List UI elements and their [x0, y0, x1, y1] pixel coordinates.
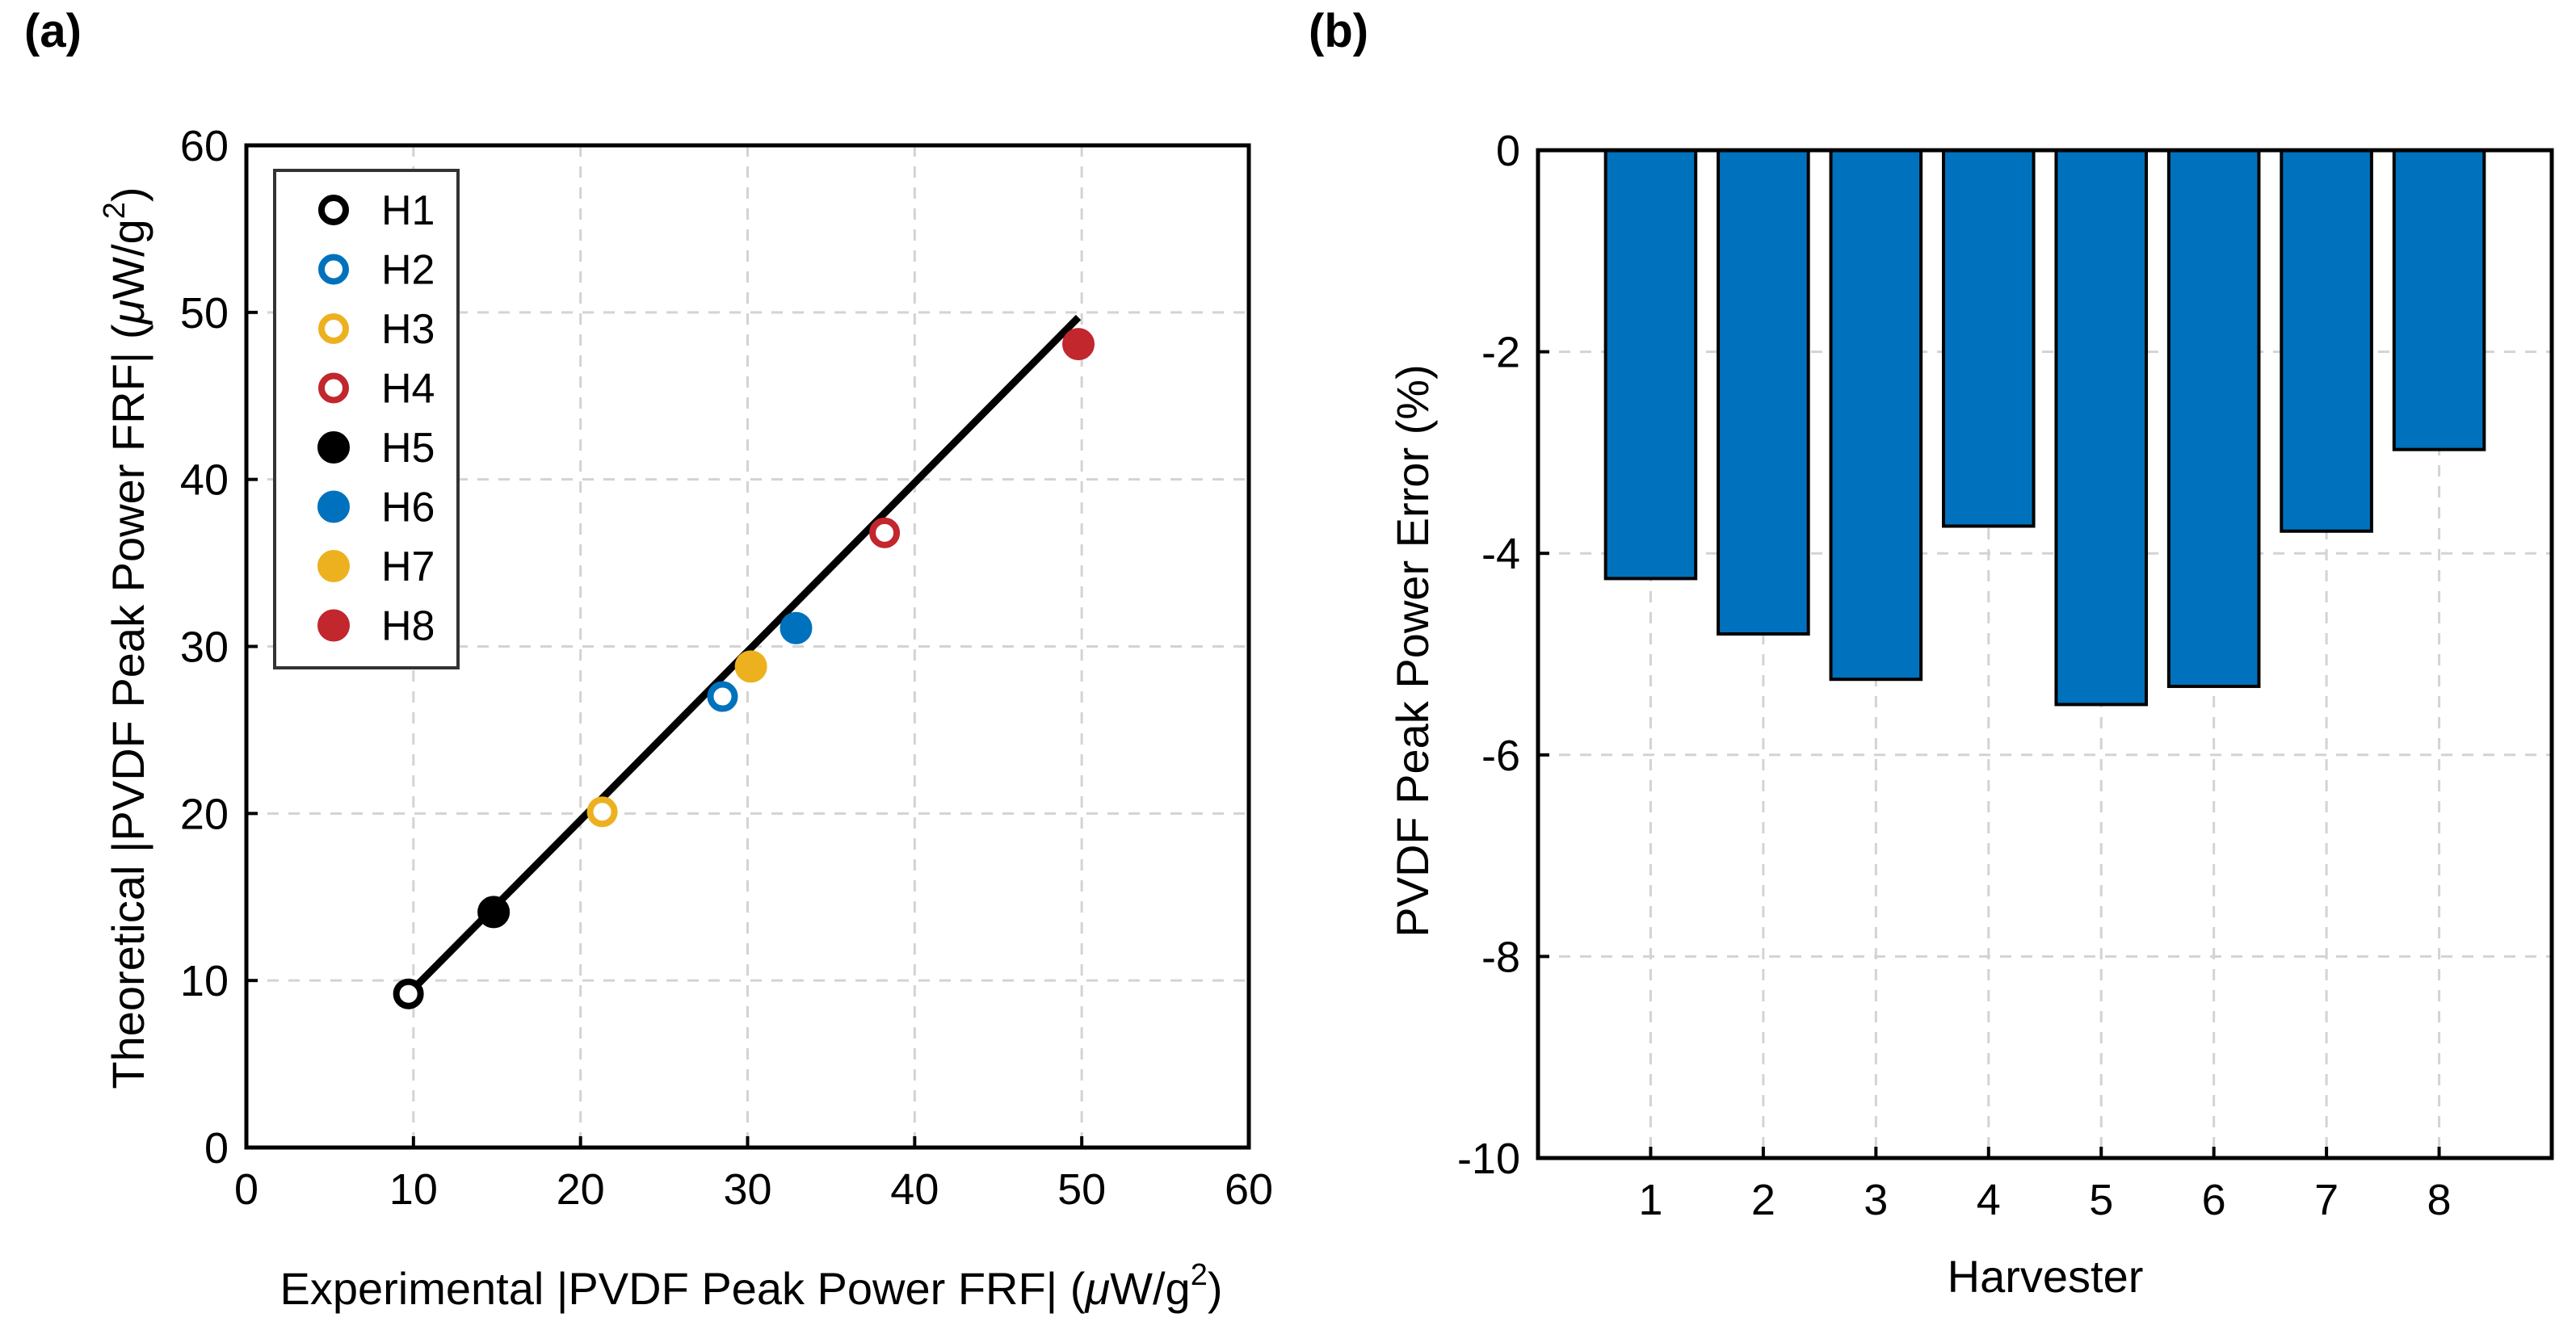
point-h6: [780, 611, 813, 644]
legend-item-h7: H7: [317, 543, 435, 590]
error-axis-label: PVDF Peak Power Error (%): [1387, 364, 1438, 938]
bar-harvester-5: [2054, 149, 2148, 707]
panel-a-y-tick-labels: 0 10 20 30 40 50 60: [180, 122, 229, 1173]
x-tick-label: 8: [2427, 1176, 2452, 1224]
legend-label: H4: [381, 366, 435, 413]
x-tick-label: 10: [389, 1165, 438, 1214]
y-tick-label: -2: [1481, 329, 1520, 377]
x-tick-label: 6: [2202, 1176, 2226, 1224]
x-tick-label: 20: [557, 1165, 605, 1214]
legend-item-h6: H6: [317, 485, 435, 531]
y-tick-label: -4: [1481, 530, 1520, 578]
legend: H1 H2 H3 H4 H5 H6 H7 H8: [273, 169, 460, 669]
panel-a-ticks: [245, 144, 1250, 1149]
x-tick-label: 7: [2314, 1176, 2339, 1224]
x-tick-label: 50: [1057, 1165, 1106, 1214]
legend-item-h5: H5: [317, 425, 435, 472]
legend-marker: [318, 254, 349, 285]
legend-label: H3: [381, 306, 435, 353]
panel-b-axes-box: [1536, 148, 2554, 1160]
x-tick-label: 2: [1751, 1176, 1775, 1224]
y-tick-label: 50: [180, 289, 229, 338]
legend-label: H1: [381, 187, 435, 234]
legend-label: H2: [381, 247, 435, 294]
legend-item-h3: H3: [318, 306, 435, 353]
legend-item-h8: H8: [317, 603, 435, 650]
x-tick-label: 30: [723, 1165, 771, 1214]
point-h3: [586, 796, 618, 828]
y-tick-label: 10: [180, 957, 229, 1005]
legend-marker: [317, 431, 350, 464]
bar-harvester-2: [1717, 149, 1810, 636]
x-tick-label: 1: [1638, 1176, 1662, 1224]
panel-a-scatter-plot: (a) 0 10 20 30 40 50 60 0 10 20 30 40 50 60 Experime…: [24, 5, 1273, 1314]
legend-marker: [317, 609, 350, 642]
panel-b-label: (b): [1309, 5, 1368, 57]
legend-box: [273, 169, 460, 669]
legend-marker: [317, 550, 350, 582]
y-tick-label: 40: [180, 456, 229, 505]
y-tick-label: -6: [1481, 732, 1520, 780]
legend-marker: [318, 313, 349, 344]
panel-b-y-tick-labels: 0 -2 -4 -6 -8 -10: [1457, 127, 1520, 1183]
panel-a-label: (a): [24, 5, 82, 57]
legend-marker: [318, 195, 349, 225]
panel-b-x-tick-labels: 1 2 3 4 5 6 7 8: [1638, 1176, 2451, 1224]
y-tick-label: 20: [180, 790, 229, 838]
harvester-axis-label: Harvester: [1948, 1251, 2144, 1302]
point-h2: [707, 681, 738, 712]
y-tick-label: 0: [204, 1124, 229, 1173]
panel-b-bar-chart: (b) 1 2 3 4 5 6 7 8 0 -2 -4 -6 -8 -10 Harvester PVDF…: [1309, 5, 2554, 1302]
bar-harvester-4: [1942, 149, 2036, 528]
x-tick-label: 60: [1225, 1165, 1273, 1214]
legend-marker: [317, 490, 350, 523]
legend-marker: [318, 372, 349, 404]
y-tick-label: 60: [180, 122, 229, 170]
x-tick-label: 3: [1864, 1176, 1888, 1224]
point-h4: [869, 517, 901, 548]
panel-a-x-tick-labels: 0 10 20 30 40 50 60: [234, 1165, 1273, 1214]
point-h7: [734, 650, 767, 683]
bar-harvester-6: [2166, 149, 2261, 688]
legend-items: H1 H2 H3 H4 H5 H6 H7 H8: [317, 187, 435, 650]
y-tick-label: 30: [180, 623, 229, 672]
panel-a-points: [393, 328, 1095, 1009]
x-tick-label: 40: [890, 1165, 939, 1214]
bar-harvester-1: [1603, 149, 1698, 581]
y-tick-label: -8: [1481, 933, 1520, 981]
panel-b-ticks: [1538, 149, 2441, 1160]
point-h8: [1062, 328, 1095, 361]
y-tick-label: 0: [1496, 127, 1520, 175]
legend-label: H5: [381, 425, 435, 472]
legend-item-h2: H2: [318, 247, 435, 294]
x-axis-label: Experimental |PVDF Peak Power FRF| (μW/g…: [280, 1258, 1223, 1314]
x-tick-label: 0: [234, 1165, 258, 1214]
panel-b-bars: [1603, 149, 2486, 707]
bar-harvester-8: [2392, 149, 2486, 451]
legend-item-h1: H1: [318, 187, 435, 234]
legend-label: H8: [381, 603, 435, 650]
y-axis-label: Theoretical |PVDF Peak Power FRF| (μW/g2…: [98, 187, 153, 1089]
x-tick-label: 5: [2089, 1176, 2113, 1224]
point-h1: [393, 978, 424, 1009]
bar-harvester-7: [2280, 149, 2373, 533]
y-tick-label: -10: [1457, 1135, 1520, 1183]
legend-label: H6: [381, 485, 435, 531]
legend-item-h4: H4: [318, 366, 435, 413]
point-h5: [477, 896, 511, 929]
x-tick-label: 4: [1977, 1176, 2001, 1224]
legend-label: H7: [381, 543, 435, 590]
bar-harvester-3: [1829, 149, 1923, 682]
